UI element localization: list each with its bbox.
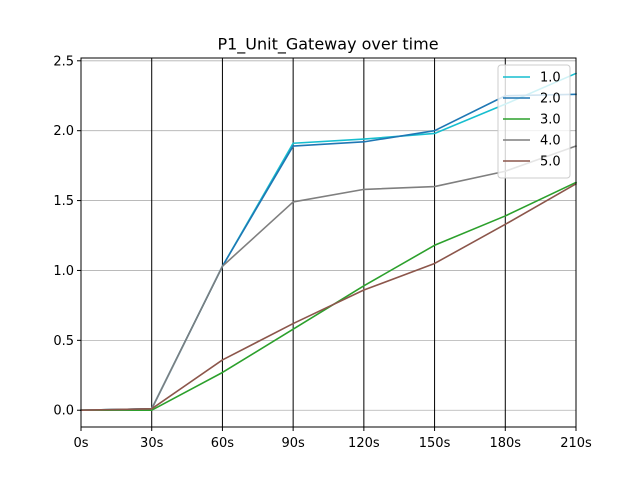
x-tick-label: 60s — [211, 436, 235, 451]
legend: 1.0 2.0 3.0 4.0 5.0 — [497, 64, 571, 179]
y-tick-label: 0.5 — [53, 334, 74, 349]
x-tick-label: 120s — [348, 436, 380, 451]
x-tick-label: 30s — [140, 436, 164, 451]
legend-label-5.0: 5.0 — [540, 155, 561, 170]
legend-box — [497, 64, 571, 179]
x-tick-label: 150s — [419, 436, 451, 451]
y-tick-label: 1.5 — [53, 194, 74, 209]
series-lines — [80, 72, 578, 412]
y-tick-label: 1.0 — [53, 264, 74, 279]
x-tick-label: 0s — [73, 436, 88, 451]
x-tick-label: 90s — [281, 436, 305, 451]
chart-title: P1_Unit_Gateway over time — [217, 35, 438, 55]
y-tick-label: 2.5 — [53, 54, 74, 69]
y-tick-label: 2.0 — [53, 124, 74, 139]
x-tick-label: 180s — [489, 436, 521, 451]
series-line-3.0 — [80, 181, 578, 412]
series-line-5.0 — [80, 182, 578, 412]
x-tick-label: 210s — [560, 436, 592, 451]
legend-label-1.0: 1.0 — [540, 71, 561, 86]
series-line-4.0 — [80, 145, 578, 412]
plot-frame — [80, 57, 577, 428]
legend-label-3.0: 3.0 — [540, 113, 561, 128]
legend-label-4.0: 4.0 — [540, 134, 561, 149]
legend-label-2.0: 2.0 — [540, 92, 561, 107]
y-tick-label: 0.0 — [53, 404, 74, 419]
axes: 0.0 0.5 1.0 1.5 2.0 2.5 0s 30s 60s 90s 120s 150s 180… — [53, 54, 592, 451]
